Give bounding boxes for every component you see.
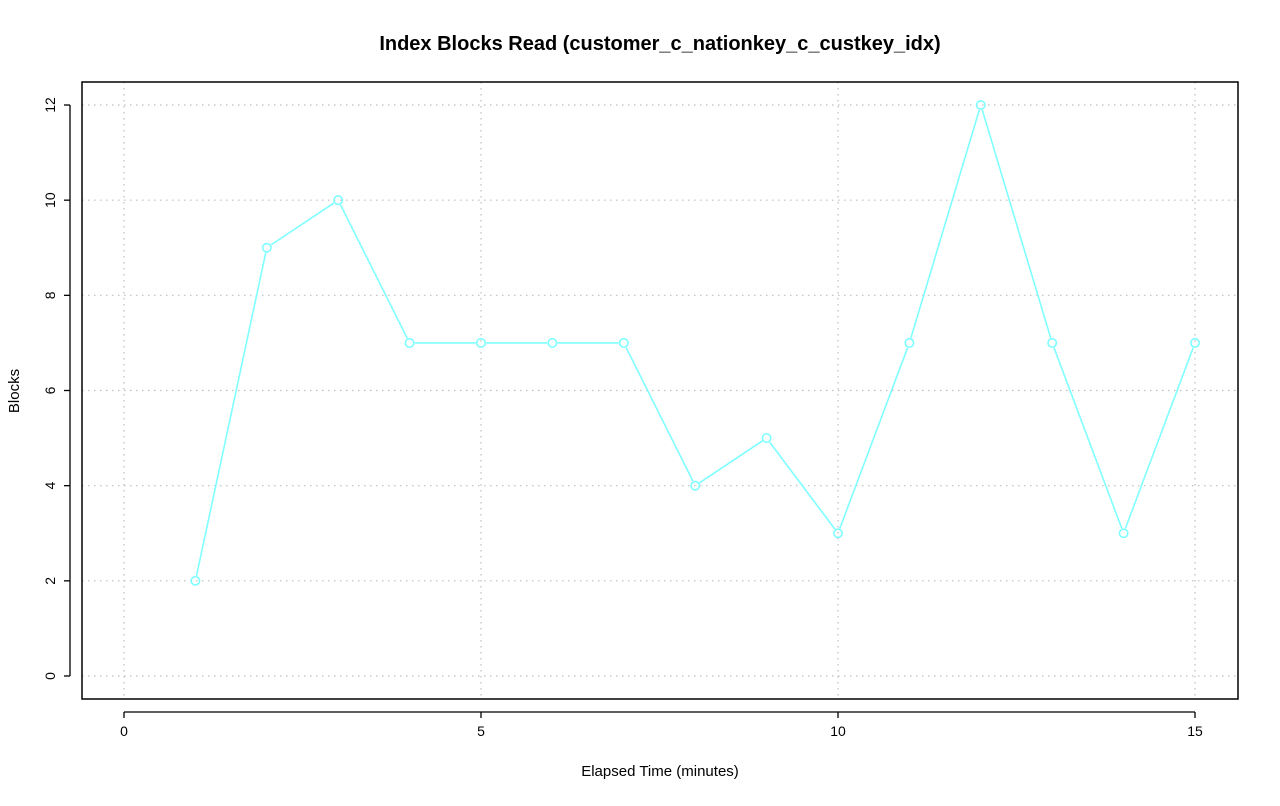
grid — [82, 82, 1238, 699]
chart-title: Index Blocks Read (customer_c_nationkey_… — [379, 33, 940, 55]
x-tick-label: 10 — [830, 723, 846, 739]
data-point — [261, 242, 272, 253]
data-point — [333, 195, 344, 206]
y-tick-label: 2 — [42, 577, 58, 585]
series-segment — [699, 440, 763, 484]
series-segment — [195, 252, 267, 576]
data-point — [1190, 337, 1201, 348]
series-segment — [270, 202, 335, 246]
y-tick-label: 8 — [42, 291, 58, 299]
x-tick-label: 0 — [120, 723, 128, 739]
axes: 0 5 10 15 0 2 4 6 8 10 12 — [42, 97, 1203, 739]
x-tick-label: 5 — [477, 723, 485, 739]
data-point — [1047, 337, 1058, 348]
series-area — [190, 100, 1201, 586]
data-point — [190, 575, 201, 586]
data-point — [832, 528, 843, 539]
series-segment — [1124, 347, 1194, 529]
series-segment — [339, 204, 408, 339]
data-point — [690, 480, 701, 491]
series-segment — [910, 109, 981, 339]
series-segment — [981, 109, 1052, 339]
data-point — [904, 337, 915, 348]
y-tick-label: 10 — [42, 192, 58, 208]
x-tick-label: 15 — [1187, 723, 1203, 739]
series-segment — [769, 441, 836, 530]
data-point — [761, 433, 772, 444]
y-tick-label: 4 — [42, 482, 58, 490]
x-axis-label: Elapsed Time (minutes) — [581, 763, 739, 780]
data-point — [975, 100, 986, 111]
data-point — [618, 337, 629, 348]
y-tick-label: 6 — [42, 386, 58, 394]
plot-frame — [81, 81, 1239, 700]
data-point — [547, 337, 558, 348]
series-segment — [839, 347, 909, 529]
y-tick-label: 0 — [42, 672, 58, 680]
y-tick-label: 12 — [42, 97, 58, 113]
data-point — [1118, 528, 1129, 539]
series-segment — [1053, 347, 1123, 529]
data-series — [190, 100, 1201, 586]
data-point — [475, 337, 486, 348]
y-axis-label: Blocks — [6, 369, 23, 413]
series-segment — [625, 347, 694, 482]
data-point — [404, 337, 415, 348]
